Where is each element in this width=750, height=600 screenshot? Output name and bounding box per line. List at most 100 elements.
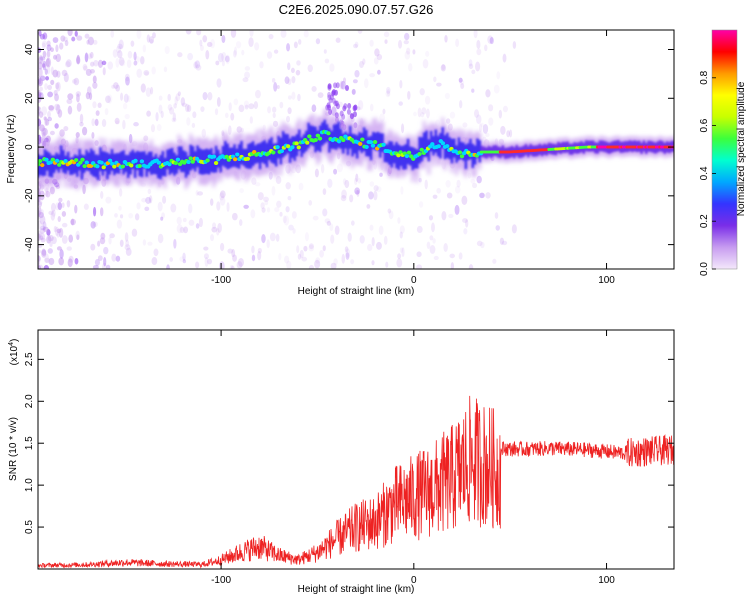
noise-speck [128,213,134,219]
noise-speck [459,100,463,109]
colorbar-gradient [712,30,737,269]
noise-speck [376,241,382,250]
ridge-peak [78,160,83,165]
noise-speck [476,240,483,247]
noise-speck [107,94,113,104]
ridge-peak [436,144,441,149]
noise-speck [216,201,221,211]
noise-speck [108,236,112,245]
noise-speck [455,38,460,48]
noise-speck [433,76,437,83]
ridge-band-segment [59,145,63,169]
noise-speck [322,208,328,217]
noise-speck [501,240,508,246]
noise-speck [133,122,139,127]
noise-speck [443,243,448,252]
noise-speck [66,200,71,208]
noise-speck [44,68,48,75]
noise-speck [56,81,61,92]
noise-speck [172,112,176,122]
noise-speck [181,102,187,108]
ridge-band-segment [311,126,315,146]
noise-speck [230,30,237,38]
noise-speck [206,258,213,265]
noise-speck [61,235,68,244]
noise-speck [217,222,222,233]
noise-speck [273,49,279,54]
noise-speck [286,43,291,52]
ridge-band-segment [152,156,155,175]
ridge-band-segment [478,140,482,163]
noise-speck [140,83,146,93]
noise-speck [367,243,373,252]
ridge-band-segment [293,136,297,161]
noise-speck [188,219,195,226]
noise-speck [315,38,321,45]
ridge-peak [372,140,378,145]
noise-speck [353,43,358,49]
noise-speck [396,258,403,268]
noise-speck [288,224,294,231]
noise-speck [38,210,41,218]
noise-speck [44,253,49,263]
noise-speck [272,112,276,119]
noise-speck [243,204,249,209]
noise-speck [186,104,192,113]
ridge-band-segment [131,149,135,169]
spectrogram-plot-area [38,30,674,269]
noise-speck [92,264,99,269]
noise-speck [369,103,374,112]
ridge-peak [186,160,191,165]
noise-speck [291,91,296,100]
noise-speck [413,111,417,117]
noise-speck [502,105,508,113]
noise-speck [334,100,339,107]
noise-speck [354,41,359,48]
noise-speck [152,32,156,39]
noise-speck [345,252,350,260]
noise-speck [114,117,120,125]
noise-speck [287,78,292,86]
ridge-peak [54,158,60,163]
noise-speck [461,195,468,206]
ridge-peak [285,144,291,149]
noise-speck [153,248,159,257]
x-tick-label: 0 [411,575,417,586]
ridge-band-segment [78,148,81,171]
spectrogram-panel: -100 0 100 -40 -20 0 20 40 Height of straight … [6,29,675,297]
noise-speck [115,84,121,92]
noise-speck [350,259,355,265]
colorbar-tick-label: 0.8 [699,70,710,84]
noise-speck [38,197,41,203]
noise-speck [51,236,57,245]
ridge-peak [279,149,284,154]
noise-speck [74,204,78,214]
noise-speck [259,61,264,69]
noise-speck [416,225,423,234]
noise-speck [463,228,468,235]
ridge-band-segment [212,154,216,173]
noise-speck [459,79,465,85]
noise-speck [436,187,441,194]
noise-speck [349,194,354,203]
noise-speck [371,260,375,266]
noise-speck [38,30,42,37]
noise-speck [53,89,58,96]
ridge-peak [315,133,321,138]
noise-speck [41,106,48,116]
noise-speck [119,59,126,67]
noise-speck [41,40,48,48]
ridge-band-segment [80,154,84,180]
noise-speck [445,179,451,188]
noise-speck [183,226,189,234]
noise-speck [68,234,74,243]
noise-speck [266,51,273,59]
ridge-peak [444,144,450,149]
noise-speck [89,69,95,74]
noise-speck [233,98,239,106]
noise-speck [48,210,54,215]
noise-speck [456,179,461,188]
noise-speck [384,39,388,44]
ridge-peak [110,161,115,166]
noise-speck [239,219,243,227]
